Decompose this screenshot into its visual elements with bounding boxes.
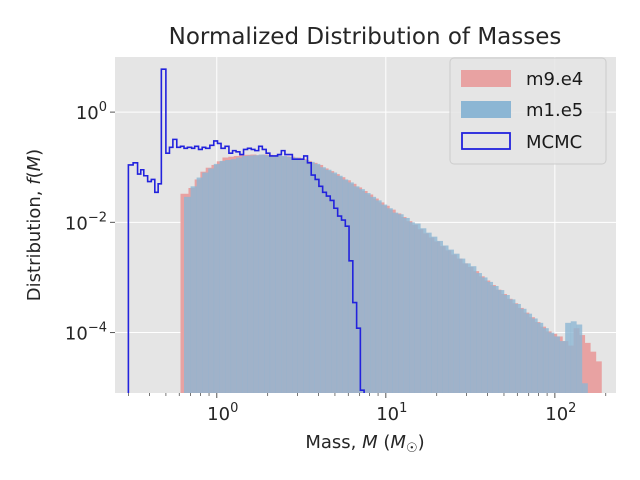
bar-m1.e5-53 [481,277,488,393]
bar-m1.e5-10 [241,155,248,393]
bar-m1.e5-41 [414,223,421,393]
bar-m1.e5-60 [520,308,527,393]
bar-m1.e5-20 [297,158,304,393]
bar-m1.e5-11 [247,155,254,393]
bar-m1.e5-43 [426,232,432,393]
bar-m1.e5-26 [331,172,338,393]
legend-swatch-mcmc [461,132,511,150]
bar-m1.e5-33 [370,196,377,393]
bar-m1.e5-18 [286,156,293,393]
bar-m1.e5-47 [448,249,454,393]
bar-m1.e5-29 [347,182,354,393]
bar-m1.e5-30 [353,186,360,393]
bar-m1.e5-2 [196,177,203,393]
y-tick-label-0: 100 [76,100,107,124]
legend-label-mcmc: MCMC [526,132,582,153]
bar-m1.e5-12 [253,155,259,393]
x-tick-label-2: 102 [545,401,576,425]
bar-m1.e5-13 [258,154,265,393]
legend-swatch-m1e5 [461,101,511,118]
bar-m1.e5-58 [509,299,516,393]
bar-m1.e5-35 [381,204,388,393]
bar-m9.e4-72 [584,342,591,393]
bar-m1.e5-65 [548,332,555,393]
bar-m1.e5-44 [431,236,438,393]
bar-m1.e5-46 [442,245,449,393]
bar-m1.e5-22 [308,161,315,393]
y-axis-label: Distribution, f(M) [24,149,45,301]
bar-m1.e5-49 [459,258,466,393]
bar-m1.e5-55 [492,285,499,393]
mcmc-step-line [127,68,365,393]
bar-m1.e5-25 [325,169,332,393]
bar-m1.e5-3 [202,172,209,393]
bar-m1.e5-68 [565,322,572,393]
bar-m1.e5-19 [292,157,298,393]
bar-m1.e5-56 [498,290,505,393]
bar-m1.e5-1 [190,186,197,393]
bar-m1.e5-50 [464,263,471,393]
bar-m1.e5-36 [386,208,393,393]
bar-m1.e5-59 [515,303,521,393]
legend-label-m1e5: m1.e5 [526,100,583,121]
y-tick-label-2: 10−4 [65,321,107,345]
step-line-MCMC [127,68,365,393]
bar-m1.e5-37 [392,212,399,393]
bar-m1.e5-17 [281,155,287,393]
bar-m1.e5-64 [542,328,549,393]
bar-m1.e5-51 [470,266,477,393]
axis-ticks: 100 101 102 100 10−2 10−4 [65,100,607,425]
bar-m1.e5-66 [554,336,560,393]
bar-m1.e5-38 [397,214,404,393]
x-axis-label: Mass, M (M☉) [305,432,424,456]
bar-m1.e5-16 [275,155,282,393]
bar-m1.e5-40 [409,222,415,393]
bar-m1.e5-71 [581,383,588,393]
y-tick-label-1: 10−2 [65,210,107,234]
bar-m1.e5-48 [453,253,460,393]
bar-m1.e5-69 [570,321,577,393]
bar-m9.e4-74 [595,361,602,393]
bar-m1.e5-23 [314,163,321,393]
bar-m1.e5-62 [531,318,538,393]
bar-m1.e5-8 [230,159,237,393]
chart-title: Normalized Distribution of Masses [169,24,562,50]
bar-m1.e5-57 [503,295,510,393]
bar-m1.e5-63 [537,322,544,393]
bar-m1.e5-14 [264,155,271,393]
bar-m1.e5-54 [487,281,494,393]
bar-m1.e5-39 [403,217,410,393]
bar-m1.e5-67 [559,341,566,393]
bar-m1.e5-6 [219,160,226,393]
series-m1.e5 [184,154,588,393]
bar-m1.e5-9 [236,157,243,393]
legend-label-m9e4: m9.e4 [526,69,583,90]
bar-m1.e5-61 [526,313,533,393]
bar-m1.e5-52 [476,273,482,393]
bar-m1.e5-28 [342,179,349,393]
bar-m1.e5-24 [319,167,326,393]
bar-m1.e5-0 [184,196,191,393]
histogram-bars [180,154,602,393]
bar-m1.e5-70 [576,324,583,393]
bar-m1.e5-27 [336,175,343,393]
legend: m9.e4 m1.e5 MCMC [449,57,607,165]
x-tick-label-0: 100 [207,401,238,425]
bar-m1.e5-45 [437,240,443,393]
bar-m1.e5-21 [303,160,310,393]
bar-m1.e5-32 [364,193,371,393]
bar-m1.e5-15 [269,155,276,393]
bar-m1.e5-42 [420,228,427,393]
bar-m1.e5-5 [213,163,220,393]
bar-m1.e5-7 [225,160,232,393]
bar-m1.e5-4 [208,168,215,393]
x-tick-label-1: 101 [376,401,407,425]
bar-m9.e4-73 [590,351,597,393]
bar-m1.e5-34 [375,200,382,393]
bar-m1.e5-31 [359,189,365,393]
legend-swatch-m9e4 [461,70,511,87]
